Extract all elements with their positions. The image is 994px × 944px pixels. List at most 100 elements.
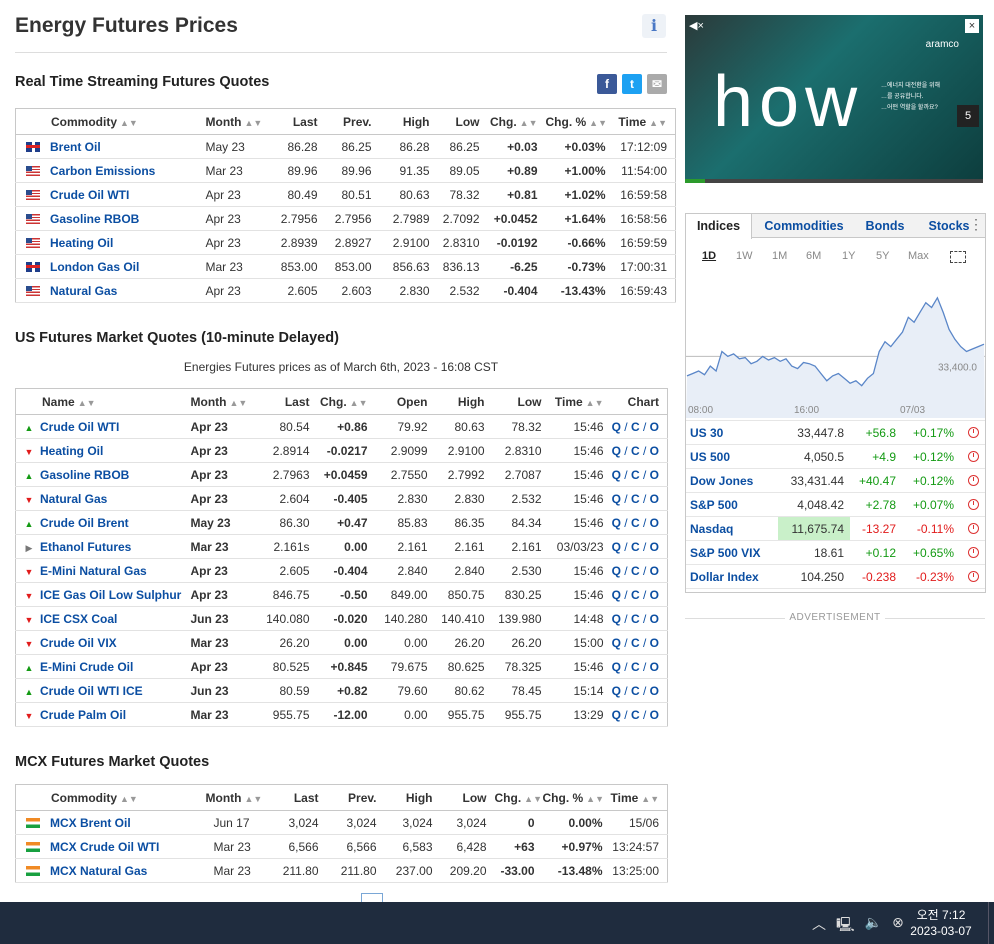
period-5y[interactable]: 5Y	[876, 250, 890, 262]
commodity-link[interactable]: Carbon Emissions	[50, 163, 156, 178]
tab-indices[interactable]: Indices	[686, 214, 752, 239]
chart-link-c[interactable]: C	[630, 419, 640, 434]
chart-link-c[interactable]: C	[630, 467, 640, 482]
commodity-link[interactable]: Gasoline RBOB	[50, 211, 140, 226]
index-row[interactable]: Nasdaq 11,675.74 -13.27 -0.11%	[686, 516, 985, 541]
chart-link-q[interactable]: Q	[611, 419, 621, 434]
chart-link-o[interactable]: O	[649, 683, 659, 698]
futures-link[interactable]: Crude Oil VIX	[40, 635, 117, 650]
commodity-link[interactable]: Brent Oil	[50, 139, 101, 154]
column-header[interactable]: Chg. % ▲▼	[545, 108, 614, 135]
chart-link-c[interactable]: C	[630, 683, 640, 698]
column-header[interactable]: Chg. ▲▼	[494, 784, 543, 811]
column-header[interactable]: Time ▲▼	[610, 784, 668, 811]
chart-link-c[interactable]: C	[630, 539, 640, 554]
chart-link-q[interactable]: Q	[611, 515, 621, 530]
network-icon[interactable]: 🖳	[836, 916, 855, 932]
chevron-up-icon[interactable]: ︿	[812, 916, 826, 932]
commodity-link[interactable]: London Gas Oil	[50, 259, 140, 274]
commodity-link[interactable]: MCX Crude Oil WTI	[50, 839, 160, 854]
futures-link[interactable]: Crude Oil WTI	[40, 419, 120, 434]
futures-link[interactable]: Crude Oil WTI ICE	[40, 683, 143, 698]
chart-link-c[interactable]: C	[630, 587, 640, 602]
futures-link[interactable]: Heating Oil	[40, 443, 104, 458]
chart-link-q[interactable]: Q	[611, 635, 621, 650]
chart-link-c[interactable]: C	[630, 515, 640, 530]
show-desktop-button[interactable]	[988, 902, 994, 944]
taskbar-clock[interactable]: 오전 7:12 2023-03-07	[910, 908, 972, 938]
chart-link-q[interactable]: Q	[611, 587, 621, 602]
chart-link-o[interactable]: O	[649, 659, 659, 674]
futures-link[interactable]: Ethanol Futures	[40, 539, 132, 554]
chart-link-q[interactable]: Q	[611, 563, 621, 578]
column-header[interactable]: Commodity ▲▼	[15, 108, 206, 135]
index-name[interactable]: S&P 500 VIX	[686, 540, 778, 565]
chart-link-c[interactable]: C	[630, 563, 640, 578]
chart-link-o[interactable]: O	[649, 419, 659, 434]
chart-link-c[interactable]: C	[630, 491, 640, 506]
period-1m[interactable]: 1M	[772, 250, 788, 262]
more-menu-icon[interactable]: ⋮	[969, 216, 983, 232]
futures-link[interactable]: E-Mini Natural Gas	[40, 563, 147, 578]
column-header[interactable]: Chg. % ▲▼	[542, 784, 611, 811]
notification-off-icon[interactable]: ⊗	[892, 914, 904, 930]
skip-counter[interactable]: 5	[957, 105, 979, 127]
index-row[interactable]: Dow Jones 33,431.44 +40.47 +0.12%	[686, 468, 985, 493]
futures-link[interactable]: E-Mini Crude Oil	[40, 659, 134, 674]
tab-bonds[interactable]: Bonds	[865, 219, 905, 233]
chart-link-q[interactable]: Q	[611, 707, 621, 722]
period-1w[interactable]: 1W	[736, 250, 753, 262]
chart-link-q[interactable]: Q	[611, 659, 621, 674]
chart-link-o[interactable]: O	[649, 587, 659, 602]
chart-link-q[interactable]: Q	[611, 443, 621, 458]
index-name[interactable]: Dollar Index	[686, 564, 778, 589]
commodity-link[interactable]: MCX Natural Gas	[50, 863, 148, 878]
index-row[interactable]: US 30 33,447.8 +56.8 +0.17%	[686, 420, 985, 445]
chart-link-q[interactable]: Q	[611, 683, 621, 698]
commodity-link[interactable]: Natural Gas	[50, 283, 118, 298]
tab-commodities[interactable]: Commodities	[764, 219, 844, 233]
chart-link-q[interactable]: Q	[611, 467, 621, 482]
email-icon[interactable]: ✉	[647, 74, 667, 94]
facebook-icon[interactable]: f	[597, 74, 617, 94]
video-advertisement[interactable]: ◀× × aramco how …에너지 대전환을 위해 …를 공유합니다. ……	[685, 15, 983, 183]
scroll-indicator[interactable]	[361, 893, 383, 903]
column-header[interactable]: Commodity ▲▼	[15, 784, 206, 811]
chart-link-o[interactable]: O	[649, 707, 659, 722]
period-max[interactable]: Max	[908, 250, 929, 262]
chart-link-c[interactable]: C	[630, 611, 640, 626]
commodity-link[interactable]: Crude Oil WTI	[50, 187, 130, 202]
index-name[interactable]: US 30	[686, 420, 778, 445]
chart-link-o[interactable]: O	[649, 467, 659, 482]
info-icon[interactable]: i	[642, 14, 666, 38]
chart-link-o[interactable]: O	[649, 611, 659, 626]
chart-link-o[interactable]: O	[649, 539, 659, 554]
period-6m[interactable]: 6M	[806, 250, 822, 262]
chart-link-o[interactable]: O	[649, 635, 659, 650]
index-row[interactable]: US 500 4,050.5 +4.9 +0.12%	[686, 444, 985, 469]
futures-link[interactable]: ICE Gas Oil Low Sulphur	[40, 587, 182, 602]
futures-link[interactable]: Gasoline RBOB	[40, 467, 130, 482]
period-1y[interactable]: 1Y	[842, 250, 856, 262]
twitter-icon[interactable]: t	[622, 74, 642, 94]
chart-link-q[interactable]: Q	[611, 539, 621, 554]
fullscreen-icon[interactable]	[950, 251, 966, 263]
column-header[interactable]: Chg. ▲▼	[487, 108, 546, 135]
chart-link-q[interactable]: Q	[611, 611, 621, 626]
period-1d[interactable]: 1D	[702, 250, 717, 262]
index-name[interactable]: S&P 500	[686, 492, 778, 517]
commodity-link[interactable]: Heating Oil	[50, 235, 114, 250]
tab-stocks[interactable]: Stocks	[928, 219, 970, 233]
chart-link-c[interactable]: C	[630, 635, 640, 650]
chart-link-o[interactable]: O	[649, 515, 659, 530]
chart-link-o[interactable]: O	[649, 443, 659, 458]
column-header[interactable]: Month ▲▼	[205, 108, 268, 135]
chart-link-o[interactable]: O	[649, 491, 659, 506]
column-header[interactable]: Chg. ▲▼	[317, 388, 376, 415]
futures-link[interactable]: Natural Gas	[40, 491, 108, 506]
index-row[interactable]: S&P 500 VIX 18.61 +0.12 +0.65%	[686, 540, 985, 565]
chart-link-q[interactable]: Q	[611, 491, 621, 506]
volume-icon[interactable]: 🔈	[864, 914, 883, 930]
column-header[interactable]: Name ▲▼	[15, 388, 191, 415]
index-row[interactable]: Dollar Index 104.250 -0.238 -0.23%	[686, 564, 985, 589]
